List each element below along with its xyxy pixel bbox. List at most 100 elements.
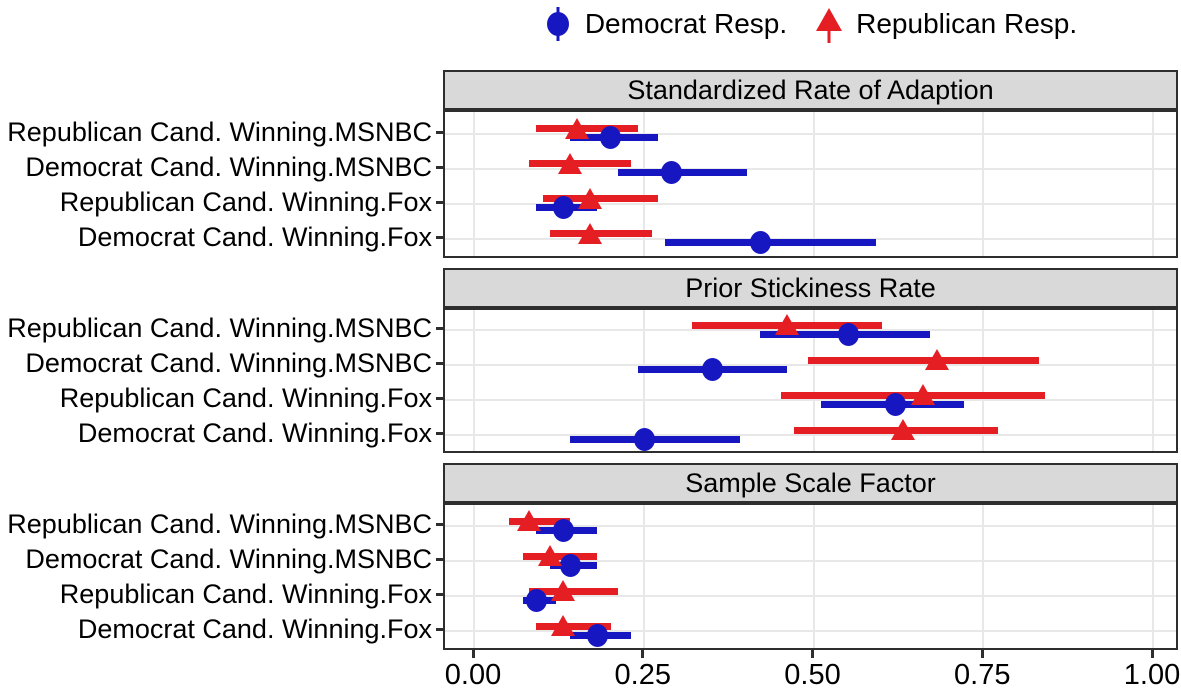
facet-strip: Standardized Rate of Adaption <box>443 70 1178 110</box>
y-axis-label: Republican Cand. Winning.MSNBC <box>7 509 432 539</box>
legend-item-democrat: Democrat Resp. <box>544 4 787 44</box>
democrat-point <box>600 126 622 149</box>
y-axis-label: Republican Cand. Winning.MSNBC <box>7 313 432 343</box>
gridline-y <box>445 560 1176 562</box>
y-axis-tick <box>436 397 443 400</box>
democrat-point <box>661 161 683 184</box>
plot-area <box>443 110 1178 258</box>
y-axis-label: Republican Cand. Winning.Fox <box>59 383 432 413</box>
democrat-point <box>837 322 859 346</box>
democrat-point <box>552 518 574 542</box>
gridline-x <box>812 112 815 256</box>
gridline-y <box>445 167 1176 170</box>
x-axis-tick <box>641 650 645 658</box>
democrat-point <box>559 553 581 577</box>
gridline-y <box>445 132 1176 135</box>
y-axis-label: Democrat Cand. Winning.Fox <box>77 418 432 448</box>
republican-point <box>551 615 576 636</box>
gridline-y <box>445 237 1176 240</box>
democrat-errorbar <box>617 169 747 176</box>
gridline-y <box>445 329 1176 331</box>
republican-point <box>517 510 542 531</box>
x-axis-tick-label: 0.00 <box>444 659 502 691</box>
x-axis-tick <box>980 650 984 658</box>
gridline-x <box>982 112 985 256</box>
x-axis-tick-label: 0.50 <box>784 659 841 691</box>
y-axis-label: Democrat Cand. Winning.Fox <box>77 614 432 644</box>
gridline-x <box>1152 112 1154 256</box>
legend: Democrat Resp. Republican Resp. <box>443 4 1178 44</box>
gridline-y <box>445 630 1176 632</box>
gridline-y <box>445 202 1176 205</box>
y-axis-tick <box>436 200 443 204</box>
democrat-point <box>885 392 907 416</box>
y-axis-label: Republican Cand. Winning.MSNBC <box>7 116 432 147</box>
gridline-x <box>642 505 645 648</box>
gridline-x <box>642 112 645 256</box>
gridline-y <box>445 399 1176 401</box>
republican-point <box>537 545 562 566</box>
republican-pointrange-icon <box>815 4 843 44</box>
gridline-x <box>642 310 645 451</box>
y-axis-tick <box>436 235 443 239</box>
plot-area <box>443 503 1178 650</box>
gridline-y <box>445 364 1176 366</box>
republican-point <box>578 222 603 244</box>
legend-label-republican: Republican Resp. <box>856 8 1078 39</box>
y-axis-tick <box>436 628 443 631</box>
y-axis-tick <box>436 362 443 365</box>
gridline-x <box>812 505 815 648</box>
gridline-x <box>473 505 475 648</box>
y-axis-tick <box>436 558 443 561</box>
democrat-point <box>552 196 574 219</box>
gridline-x <box>1152 310 1154 451</box>
y-axis-label: Democrat Cand. Winning.MSNBC <box>25 348 432 378</box>
y-axis-tick <box>436 165 443 169</box>
gridline-x <box>473 112 475 256</box>
facet-title: Prior Stickiness Rate <box>685 272 936 303</box>
x-axis-tick <box>1150 650 1154 658</box>
republican-point <box>911 384 936 405</box>
republican-point <box>564 117 589 139</box>
y-axis-label: Democrat Cand. Winning.MSNBC <box>25 544 432 574</box>
y-axis-tick <box>436 130 443 134</box>
y-axis-tick <box>436 327 443 330</box>
y-axis-label: Democrat Cand. Winning.Fox <box>77 221 432 252</box>
democrat-point <box>702 357 724 381</box>
republican-point <box>558 152 583 174</box>
republican-point <box>551 580 576 601</box>
y-axis-tick <box>436 523 443 526</box>
x-axis-tick <box>471 650 475 658</box>
republican-point <box>578 187 603 209</box>
democrat-point <box>749 231 771 254</box>
y-axis-label: Democrat Cand. Winning.MSNBC <box>25 151 432 182</box>
gridline-x <box>473 310 475 451</box>
facet-strip: Prior Stickiness Rate <box>443 268 1178 308</box>
plot-area <box>443 308 1178 453</box>
republican-point <box>890 419 915 440</box>
gridline-x <box>982 505 985 648</box>
republican-errorbar <box>807 356 1039 364</box>
x-axis-tick-label: 1.00 <box>1123 659 1181 691</box>
democrat-point <box>634 427 656 451</box>
democrat-pointrange-icon <box>544 4 572 44</box>
democrat-point <box>586 623 608 647</box>
legend-label-democrat: Democrat Resp. <box>584 8 788 39</box>
y-axis-tick <box>436 432 443 435</box>
republican-point <box>924 349 949 370</box>
gridline-y <box>445 525 1176 527</box>
x-axis-tick-label: 0.25 <box>614 659 671 691</box>
facet-title: Standardized Rate of Adaption <box>627 74 994 105</box>
republican-point <box>775 314 800 335</box>
x-axis-tick-label: 0.75 <box>954 659 1011 691</box>
gridline-x <box>982 310 985 451</box>
gridline-x <box>812 310 815 451</box>
gridline-y <box>445 434 1176 436</box>
facet-title: Sample Scale Factor <box>685 467 936 498</box>
gridline-x <box>1152 505 1154 648</box>
democrat-point <box>525 588 547 612</box>
y-axis-label: Republican Cand. Winning.Fox <box>59 579 432 609</box>
y-axis-label: Republican Cand. Winning.Fox <box>59 186 432 217</box>
legend-item-republican: Republican Resp. <box>815 4 1077 44</box>
